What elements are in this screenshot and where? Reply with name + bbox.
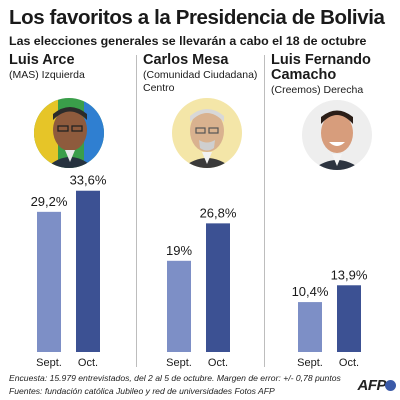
bar-value-label: 26,8% [200, 205, 237, 220]
category-label: Oct. [208, 357, 228, 369]
category-label: Oct. [339, 357, 359, 369]
candidate-name: Luis Fernando [271, 52, 371, 68]
category-label: Sept. [166, 357, 192, 369]
category-label: Oct. [78, 357, 98, 369]
afp-logo-mark [385, 380, 396, 391]
candidate-name-line2: Camacho [271, 67, 337, 83]
category-label: Sept. [297, 357, 323, 369]
candidate-panel-mesa: Carlos Mesa (Comunidad Ciudadana) Centro [140, 52, 270, 372]
bar-sept [298, 302, 322, 352]
candidate-panel-arce: Luis Arce (MAS) Izquierda [6, 52, 136, 372]
candidate-photo-mesa [172, 98, 242, 168]
page-subtitle: Las elecciones generales se llevarán a c… [9, 34, 367, 48]
category-label: Sept. [36, 357, 62, 369]
bar-oct [76, 190, 100, 352]
panel-divider [264, 55, 265, 367]
page-title: Los favoritos a la Presidencia de Bolivi… [9, 6, 385, 29]
panel-divider [136, 55, 137, 367]
bar-oct [206, 223, 230, 352]
candidate-panel-camacho: Luis Fernando Camacho (Creemos) Derecha [268, 52, 398, 372]
bar-oct [337, 285, 361, 352]
sources-note: Fuentes: fundación católica Jubileo y re… [9, 386, 275, 396]
bar-value-label: 33,6% [70, 173, 107, 188]
bar-value-label: 29,2% [31, 194, 68, 209]
bar-sept [37, 211, 61, 352]
candidate-party: (Creemos) Derecha [271, 84, 364, 96]
candidate-photo-camacho [302, 100, 372, 170]
survey-note: Encuesta: 15.979 entrevistados, del 2 al… [9, 373, 341, 383]
afp-logo: AFP [357, 377, 387, 394]
candidate-name: Luis Arce [9, 52, 75, 68]
bar-value-label: 13,9% [331, 267, 368, 282]
candidate-party: (MAS) Izquierda [9, 69, 85, 81]
bar-value-label: 10,4% [292, 284, 329, 299]
candidate-party: (Comunidad Ciudadana) [143, 69, 258, 81]
bar-sept [167, 260, 191, 352]
bar-value-label: 19% [166, 243, 192, 258]
candidate-name: Carlos Mesa [143, 52, 229, 68]
candidate-party-orientation: Centro [143, 82, 175, 94]
